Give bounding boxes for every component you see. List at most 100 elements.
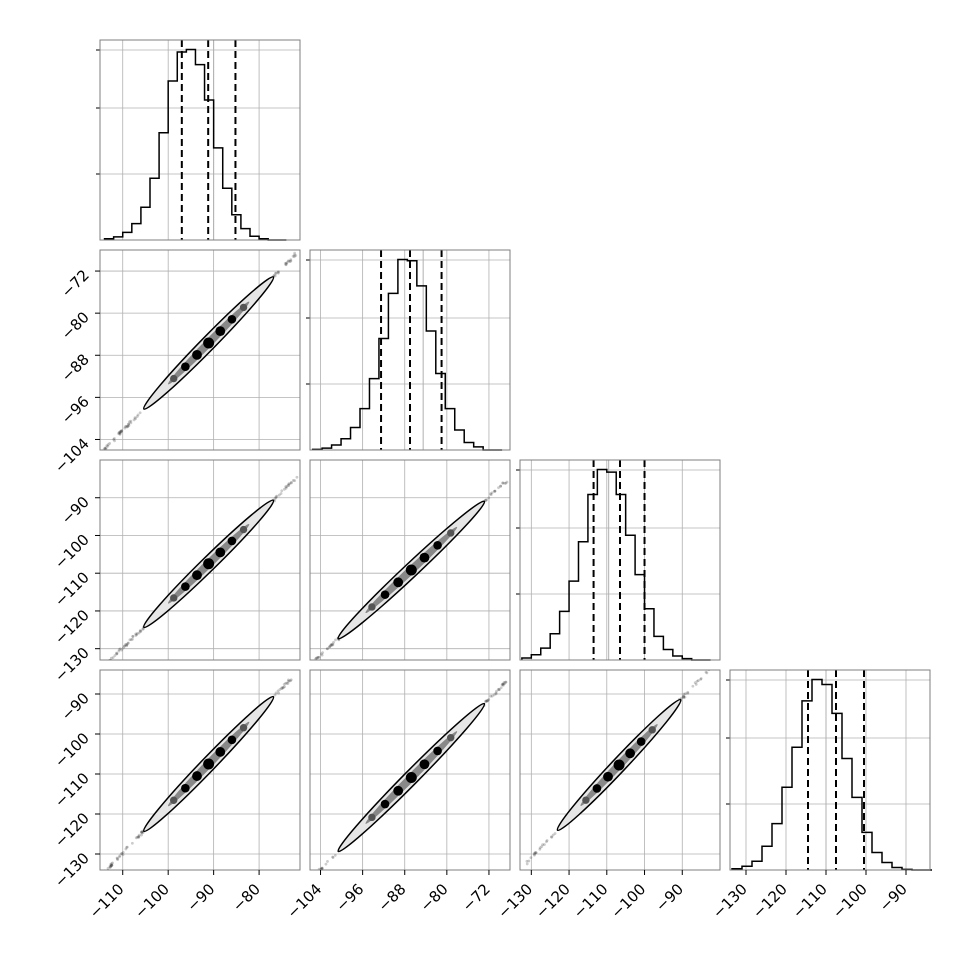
sample-point: [285, 261, 289, 265]
sample-point: [106, 444, 110, 448]
sample-point: [118, 433, 122, 436]
density-blob: [447, 529, 455, 537]
sample-point: [124, 643, 128, 646]
sample-point: [138, 629, 142, 632]
sample-point: [115, 651, 118, 655]
sample-point: [136, 413, 140, 417]
sample-point: [490, 694, 494, 698]
density-blob: [636, 737, 646, 746]
density-blob: [215, 547, 226, 558]
sample-point: [121, 853, 125, 857]
sample-point: [680, 696, 683, 700]
scatter-frame-3-1: [309, 669, 511, 871]
sample-point: [497, 486, 500, 490]
y-tick-label-2-0: −130: [51, 644, 93, 686]
sample-point: [540, 845, 544, 849]
x-tick-label-0-2: −90: [183, 880, 218, 915]
histogram-panel-2: [516, 459, 721, 661]
sample-point: [118, 647, 122, 651]
sample-point: [289, 481, 293, 484]
sample-point: [713, 661, 716, 664]
sample-point: [135, 633, 139, 637]
scatter-panel-2-1: [309, 459, 511, 661]
sample-point: [105, 870, 108, 873]
density-blob: [239, 724, 248, 732]
sample-point: [140, 833, 143, 837]
sample-point: [108, 442, 112, 445]
sample-point: [106, 443, 110, 446]
sample-point: [120, 852, 124, 855]
sample-point: [542, 843, 546, 846]
sample-point: [541, 843, 545, 847]
sample-point: [137, 834, 141, 838]
sample-point: [501, 481, 505, 485]
sample-point: [316, 656, 320, 659]
sample-point: [126, 425, 130, 428]
x-tick-label-3-1: −120: [749, 880, 791, 922]
sample-point: [109, 863, 113, 866]
sample-point: [501, 682, 505, 686]
sample-point: [120, 429, 124, 432]
histogram-frame-3: [729, 669, 931, 871]
sample-point: [276, 271, 280, 275]
sample-point: [117, 648, 121, 651]
sample-point: [283, 261, 287, 265]
sample-point: [113, 439, 116, 443]
sample-point: [125, 644, 129, 648]
sample-point: [115, 856, 119, 860]
density-blob: [227, 735, 237, 745]
sample-point: [287, 484, 291, 487]
sample-point: [140, 831, 144, 835]
sample-point: [126, 641, 130, 645]
sample-point: [284, 486, 288, 490]
y-tick-label-2-1: −120: [51, 606, 93, 648]
y-tick-label-1-1: −96: [58, 392, 93, 427]
sample-point: [120, 852, 124, 856]
histogram-steps-0: [103, 48, 287, 241]
sample-point: [711, 665, 714, 668]
sample-point: [326, 860, 329, 863]
sample-point: [137, 835, 141, 839]
sample-point: [499, 484, 503, 488]
sample-point: [499, 484, 503, 488]
sample-point: [534, 851, 538, 855]
sample-point: [136, 835, 139, 839]
sample-point: [123, 426, 127, 430]
sample-point: [715, 661, 718, 664]
sample-point: [125, 845, 129, 849]
sample-point: [490, 491, 494, 495]
x-tick-label-1-0: −104: [283, 880, 325, 922]
sample-point: [493, 489, 497, 493]
sample-point: [485, 699, 489, 703]
sample-point: [286, 259, 290, 263]
sample-point: [287, 259, 291, 263]
sample-point: [487, 698, 491, 701]
density-blob: [192, 570, 202, 581]
x-tick-label-2-1: −120: [532, 880, 574, 922]
sample-point: [124, 424, 128, 428]
sample-point: [313, 874, 316, 877]
x-tick-label-3-0: −130: [709, 880, 751, 922]
sample-point: [118, 432, 122, 435]
sample-point: [329, 643, 333, 646]
sample-point: [486, 698, 490, 702]
y-tick-label-2-3: −100: [51, 531, 93, 573]
sample-point: [489, 694, 493, 698]
sample-point: [116, 858, 120, 861]
density-blob: [625, 748, 636, 759]
histogram-panel-3: [726, 669, 932, 871]
sample-point: [276, 270, 280, 274]
sample-point: [704, 670, 708, 674]
sample-point: [331, 855, 335, 859]
x-tick-label-2-2: −110: [570, 880, 612, 922]
sample-point: [295, 475, 299, 479]
sample-point: [131, 635, 135, 638]
y-tick-label-2-2: −110: [51, 568, 93, 610]
density-blob: [393, 785, 404, 796]
density-blob: [648, 726, 656, 734]
sample-point: [529, 856, 533, 860]
sample-point: [140, 830, 144, 834]
sample-point: [129, 421, 133, 425]
sample-point: [504, 481, 508, 485]
